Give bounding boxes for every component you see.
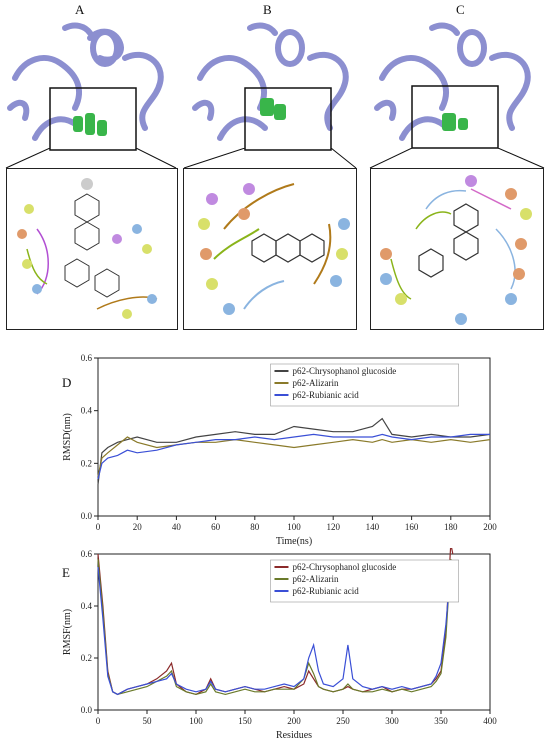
x-tick-label: 100 — [189, 716, 203, 726]
panel-label-b: B — [263, 2, 272, 17]
legend-label: p62-Alizarin — [292, 378, 338, 388]
legend-label: p62-Rubianic acid — [292, 390, 359, 400]
series-line — [97, 559, 454, 696]
y-tick-label: 0.4 — [81, 406, 93, 416]
y-tick-label: 0.6 — [81, 549, 93, 559]
interaction-diagram-a — [6, 168, 178, 330]
panel-label-d: D — [62, 375, 72, 390]
y-axis-label: RMSF(nm) — [62, 609, 73, 655]
x-tick-label: 60 — [211, 522, 221, 532]
series-line — [97, 566, 454, 696]
legend-label: p62-Rubianic acid — [292, 586, 359, 596]
x-tick-label: 100 — [287, 522, 301, 532]
x-tick-label: 0 — [96, 716, 101, 726]
protein-structure-b — [192, 22, 349, 151]
y-tick-label: 0.6 — [81, 353, 93, 363]
x-tick-label: 300 — [385, 716, 399, 726]
y-axis-label: RMSD(nm) — [62, 413, 73, 461]
x-tick-label: 80 — [250, 522, 259, 532]
panel-label-a: A — [75, 2, 85, 17]
series-line — [97, 417, 491, 485]
y-tick-label: 0.0 — [81, 511, 93, 521]
protein-structure-c — [374, 22, 531, 149]
x-tick-label: 0 — [96, 522, 101, 532]
x-tick-label: 200 — [287, 716, 301, 726]
x-tick-label: 180 — [444, 522, 458, 532]
x-axis-label: Residues — [276, 730, 312, 741]
x-axis-label: Time(ns) — [276, 536, 312, 547]
legend-label: p62-Alizarin — [292, 574, 338, 584]
y-tick-label: 0.0 — [81, 705, 93, 715]
x-tick-label: 160 — [405, 522, 419, 532]
x-tick-label: 150 — [238, 716, 252, 726]
series-line — [97, 548, 454, 696]
x-tick-label: 20 — [133, 522, 143, 532]
rmsf-chart: 0 50 100 150 200 250 300 350 400 0.0 0.2 0.4 0.6 Resi… — [62, 548, 497, 741]
y-tick-label: 0.2 — [81, 458, 92, 468]
y-tick-label: 0.4 — [81, 601, 93, 611]
panel-label-c: C — [456, 2, 465, 17]
rmsd-chart: 0 20 40 60 80 100 120 140 160 180 200 0.0 0.2 0.4 0.6 T… — [62, 353, 497, 547]
x-tick-label: 140 — [366, 522, 380, 532]
series-line — [97, 433, 490, 480]
zoom-connectors — [5, 148, 545, 169]
legend-label: p62-Chrysophanol glucoside — [292, 562, 396, 572]
x-tick-label: 250 — [336, 716, 350, 726]
series-line — [97, 436, 491, 477]
x-tick-label: 350 — [434, 716, 448, 726]
x-tick-label: 120 — [326, 522, 340, 532]
protein-structure-a — [7, 22, 164, 151]
interaction-diagram-c — [370, 168, 544, 330]
x-tick-label: 200 — [483, 522, 497, 532]
legend-box — [270, 363, 459, 407]
x-tick-label: 40 — [172, 522, 182, 532]
interaction-diagram-b — [183, 168, 357, 330]
x-tick-label: 400 — [483, 716, 497, 726]
legend-label: p62-Chrysophanol glucoside — [292, 366, 396, 376]
panel-label-e: E — [62, 565, 70, 580]
legend-box — [270, 559, 459, 603]
y-tick-label: 0.2 — [81, 653, 92, 663]
x-tick-label: 50 — [143, 716, 153, 726]
